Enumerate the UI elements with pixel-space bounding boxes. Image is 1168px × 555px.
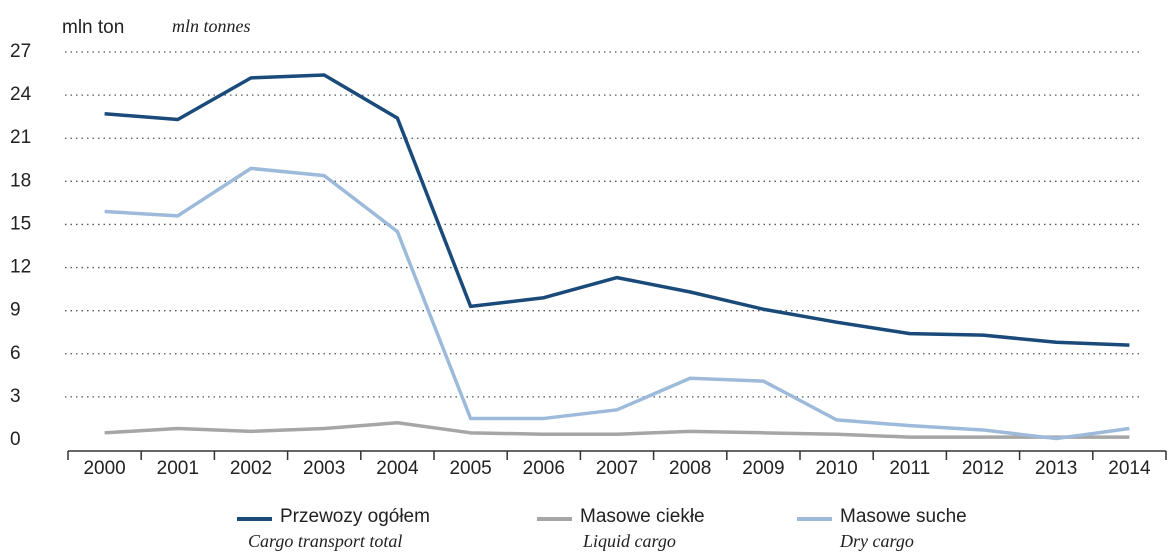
x-tick-label: 2013 [1035,458,1077,479]
x-tick-label: 2000 [83,458,125,479]
x-tick-label: 2006 [523,458,565,479]
legend-label: Przewozy ogółem [280,506,430,527]
y-tick-label: 15 [10,213,31,234]
y-tick-label: 0 [10,429,21,450]
x-tick-label: 2012 [962,458,1004,479]
y-tick-label: 27 [10,41,31,62]
y-tick-label: 24 [10,84,32,105]
legend-label-en: Liquid cargo [582,531,676,551]
legend-label: Masowe suche [840,506,967,527]
legend-label: Masowe ciekłe [580,506,705,527]
x-tick-label: 2010 [815,458,857,479]
y-tick-label: 3 [10,386,21,407]
y-tick-label: 9 [10,300,21,321]
x-tick-label: 2014 [1108,458,1151,479]
x-tick-label: 2002 [230,458,272,479]
series-line [104,73,1130,347]
y-tick-label: 18 [10,170,31,191]
x-tick-label: 2001 [157,458,199,479]
x-tick-label: 2007 [596,458,638,479]
y-axis-label: mln ton [62,17,124,38]
x-tick-label: 2008 [669,458,711,479]
x-tick-label: 2011 [889,458,930,479]
x-tick-label: 2009 [742,458,784,479]
x-tick-label: 2003 [303,458,345,479]
series-line [104,421,1130,439]
legend-label-en: Dry cargo [839,531,914,551]
y-tick-label: 12 [10,257,31,278]
series-line [104,166,1130,441]
x-tick-label: 2005 [449,458,491,479]
y-axis-label-en: mln tonnes [172,16,251,36]
legend-label-en: Cargo transport total [248,531,402,551]
x-tick-label: 2004 [376,458,419,479]
y-tick-label: 6 [10,343,21,364]
y-tick-label: 21 [10,127,31,148]
